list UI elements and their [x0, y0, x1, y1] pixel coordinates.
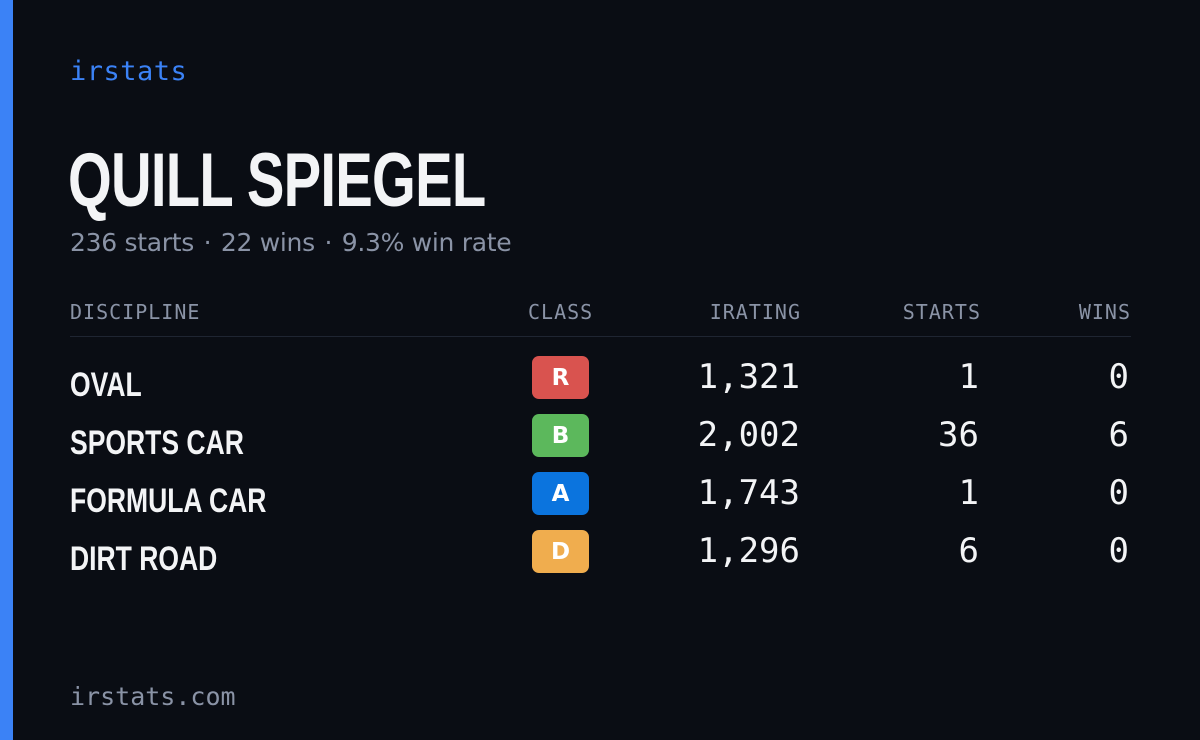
summary-separator: ·	[203, 228, 212, 257]
table-header: DISCIPLINE CLASS IRATING STARTS WINS	[70, 300, 1131, 337]
column-header-class: CLASS	[528, 300, 594, 324]
class-badge: R	[532, 356, 589, 399]
discipline-name: SPORTS CAR	[70, 424, 244, 462]
table-row: FORMULA CAR A 1,743 1 0	[70, 472, 1131, 538]
column-header-wins: WINS	[1078, 300, 1131, 324]
irating-value: 2,002	[697, 415, 800, 455]
column-header-starts: STARTS	[902, 300, 981, 324]
irating-value: 1,743	[697, 473, 800, 513]
irating-value: 1,296	[697, 531, 800, 571]
starts-value: 1	[958, 473, 979, 513]
irating-value: 1,321	[697, 357, 800, 397]
summary-wins: 22 wins	[220, 228, 315, 257]
summary-separator: ·	[324, 228, 333, 257]
summary-win-rate: 9.3% win rate	[341, 228, 512, 257]
class-badge: D	[532, 530, 589, 573]
discipline-name: OVAL	[70, 366, 142, 404]
summary-starts: 236 starts	[70, 228, 194, 257]
driver-name: QUILL SPIEGEL	[68, 138, 486, 223]
wins-value: 0	[1108, 473, 1129, 513]
table-row: OVAL R 1,321 1 0	[70, 356, 1131, 422]
driver-summary: 236 starts · 22 wins · 9.3% win rate	[70, 228, 512, 257]
wins-value: 0	[1108, 357, 1129, 397]
starts-value: 36	[938, 415, 979, 455]
class-badge: B	[532, 414, 589, 457]
starts-value: 1	[958, 357, 979, 397]
column-header-irating: IRATING	[709, 300, 801, 324]
table-row: SPORTS CAR B 2,002 36 6	[70, 414, 1131, 480]
footer-domain: irstats.com	[70, 682, 236, 711]
discipline-name: DIRT ROAD	[70, 540, 218, 578]
wins-value: 6	[1108, 415, 1129, 455]
column-header-discipline: DISCIPLINE	[70, 300, 201, 324]
brand-logo-text: irstats	[70, 56, 188, 87]
starts-value: 6	[958, 531, 979, 571]
accent-bar	[0, 0, 13, 740]
discipline-name: FORMULA CAR	[70, 482, 267, 520]
class-badge: A	[532, 472, 589, 515]
wins-value: 0	[1108, 531, 1129, 571]
table-row: DIRT ROAD D 1,296 6 0	[70, 530, 1131, 596]
